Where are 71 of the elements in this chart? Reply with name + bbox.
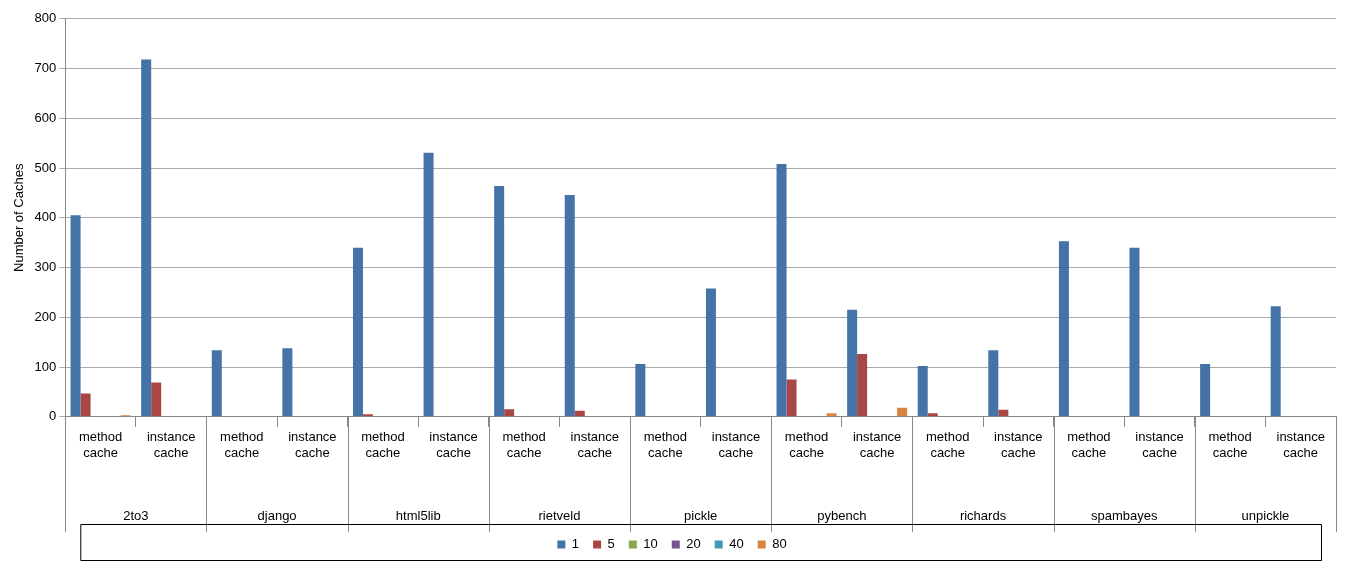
bar (504, 409, 515, 417)
x-tick-label: instance cache (570, 429, 619, 460)
x-tick-label: instance cache (429, 429, 478, 460)
y-tick-label: 0 (49, 408, 57, 424)
text: pybench (817, 508, 867, 524)
legend-label: 80 (772, 536, 787, 552)
x-tick-label: method cache (926, 429, 970, 460)
x-tick-label: instance cache (852, 429, 902, 460)
x-tick-label: method cache (361, 429, 405, 460)
bar (826, 413, 837, 417)
bar (494, 185, 505, 417)
x-tick-label: method cache (220, 429, 264, 460)
x-tick-label: instance cache (1276, 429, 1325, 460)
text: richards (959, 508, 1007, 524)
legend-label: 20 (686, 536, 701, 552)
bar (1270, 306, 1281, 417)
x-tick-label: method cache (502, 429, 546, 460)
x-tick-label: instance cache (711, 429, 761, 460)
legend-label: 10 (643, 536, 658, 552)
bar (635, 364, 646, 417)
bar (786, 379, 797, 417)
text: rietveld (538, 508, 581, 524)
x-tick-label: instance cache (146, 429, 196, 460)
x-tick-label: method cache (78, 429, 123, 460)
legend-label: 5 (607, 536, 615, 552)
bar (141, 59, 152, 417)
bar (80, 393, 91, 417)
x-tick-label: method cache (784, 429, 829, 460)
y-tick-label: 400 (34, 209, 57, 225)
bar (857, 354, 868, 417)
y-tick-label: 100 (34, 358, 57, 374)
y-tick-label: 200 (34, 308, 57, 324)
bar (352, 247, 363, 417)
text: unpickle (1241, 508, 1290, 524)
text: pickle (684, 508, 718, 524)
bar (574, 410, 585, 417)
bar (282, 348, 293, 417)
text: 2to3 (123, 508, 149, 524)
x-tick-label: method cache (643, 429, 688, 460)
y-tick-label: 700 (34, 60, 57, 76)
bar (423, 152, 434, 417)
text: django (257, 508, 297, 524)
bar (897, 407, 908, 417)
y-axis-title: Number of Caches (11, 163, 27, 272)
x-tick-label: instance cache (994, 429, 1043, 460)
bar (151, 382, 162, 417)
bar (847, 309, 858, 417)
y-tick-label: 600 (34, 109, 57, 125)
bar (776, 164, 787, 417)
x-tick-label: instance cache (288, 429, 337, 460)
bar (1129, 247, 1140, 417)
y-tick-label: 800 (34, 10, 57, 26)
bar (705, 288, 716, 417)
bar (988, 350, 999, 417)
bar (998, 409, 1009, 417)
bar (70, 215, 81, 417)
text: spambayes (1090, 508, 1158, 524)
bar (917, 366, 928, 417)
x-tick-label: instance cache (1135, 429, 1184, 460)
y-tick-label: 500 (34, 159, 57, 175)
text: html5lib (395, 508, 441, 524)
legend-label: 40 (729, 536, 744, 552)
bar (1058, 241, 1069, 417)
bar (564, 194, 575, 417)
legend-label: 1 (571, 536, 580, 552)
bar (211, 350, 222, 417)
bar (1200, 364, 1211, 417)
y-tick-label: 300 (34, 259, 57, 275)
x-tick-label: method cache (1208, 429, 1252, 460)
x-tick-label: method cache (1067, 429, 1111, 460)
bar (927, 413, 938, 417)
